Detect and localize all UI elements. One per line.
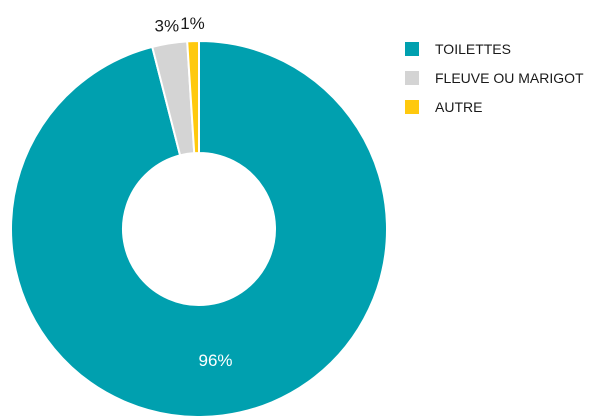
data-label-autre: 1% <box>180 14 205 33</box>
data-labels-group: 96% 3% 1% <box>155 14 233 370</box>
legend-label-toilettes: TOILETTES <box>435 41 511 57</box>
legend-label-autre: AUTRE <box>435 99 483 115</box>
slices-group <box>10 40 388 416</box>
legend-swatch-toilettes <box>405 42 419 56</box>
slice-toilettes <box>10 40 388 416</box>
legend-item-toilettes: TOILETTES <box>405 38 584 60</box>
legend-label-fleuve-ou-marigot: FLEUVE OU MARIGOT <box>435 70 584 86</box>
slice-autre <box>186 40 200 155</box>
data-label-fleuve-ou-marigot: 3% <box>155 17 180 36</box>
legend: TOILETTES FLEUVE OU MARIGOT AUTRE <box>405 38 584 118</box>
legend-swatch-autre <box>405 100 419 114</box>
legend-swatch-fleuve-ou-marigot <box>405 71 419 85</box>
data-label-toilettes: 96% <box>198 351 232 370</box>
legend-item-fleuve-ou-marigot: FLEUVE OU MARIGOT <box>405 67 584 89</box>
legend-item-autre: AUTRE <box>405 96 584 118</box>
